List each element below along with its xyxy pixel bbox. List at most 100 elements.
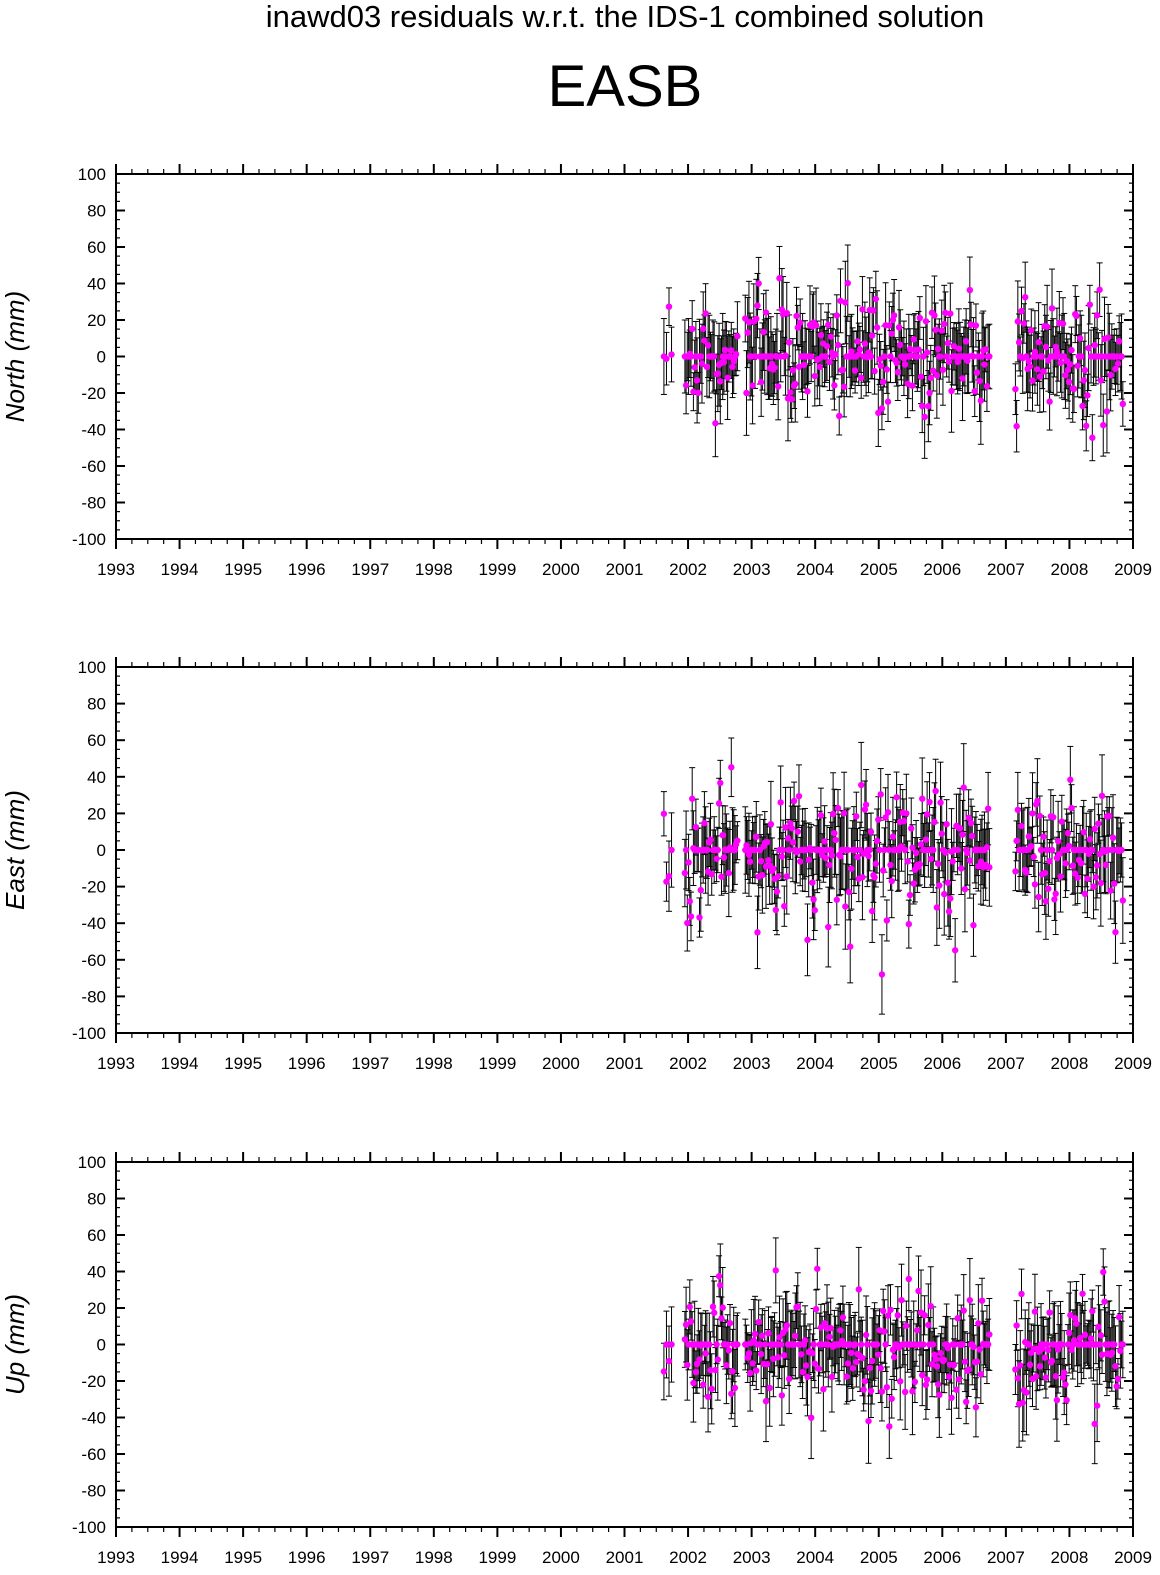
- data-point: [972, 1404, 980, 1411]
- data-point: [825, 1341, 832, 1348]
- data-point: [753, 833, 760, 841]
- data-point: [717, 1281, 724, 1289]
- data-point: [887, 861, 894, 869]
- data-point: [715, 1273, 723, 1280]
- data-point: [784, 835, 792, 842]
- data-point: [912, 849, 920, 857]
- x-tick-label: 1996: [288, 1548, 326, 1567]
- y-axis-label: East (mm): [0, 790, 30, 910]
- data-point: [1021, 293, 1029, 301]
- data-point: [905, 1275, 913, 1283]
- data-point: [834, 804, 842, 812]
- data-point: [1048, 1357, 1056, 1365]
- data-point: [815, 1365, 822, 1372]
- data-point: [858, 781, 865, 789]
- data-point: [1052, 1373, 1059, 1380]
- data-point: [984, 805, 992, 812]
- data-point: [725, 869, 733, 877]
- data-point: [1030, 853, 1037, 861]
- data-point: [933, 372, 941, 379]
- data-point: [937, 353, 944, 360]
- data-point: [928, 1361, 936, 1368]
- data-point: [746, 858, 754, 865]
- data-point: [889, 833, 897, 840]
- data-point: [682, 846, 690, 854]
- x-tick-label: 1995: [224, 560, 262, 579]
- data-point: [1074, 874, 1081, 881]
- data-point: [828, 1373, 836, 1381]
- data-point: [726, 353, 734, 360]
- data-points: [660, 764, 1127, 978]
- data-point: [790, 797, 798, 805]
- data-point: [1089, 434, 1096, 441]
- data-point: [1079, 402, 1086, 410]
- data-point: [688, 325, 696, 333]
- x-tick-label: 2001: [606, 1548, 644, 1567]
- y-tick-label: 40: [87, 275, 106, 294]
- data-point: [1012, 385, 1019, 393]
- y-axis-label: North (mm): [0, 291, 30, 422]
- data-point: [754, 302, 761, 309]
- data-point: [1119, 1341, 1127, 1348]
- data-point: [848, 1349, 855, 1357]
- data-point: [843, 1373, 850, 1380]
- data-point: [827, 846, 834, 854]
- data-point: [825, 923, 832, 931]
- data-point: [881, 846, 888, 854]
- data-point: [945, 358, 953, 365]
- data-point: [1068, 1346, 1075, 1354]
- data-point: [983, 844, 991, 851]
- data-point: [668, 846, 675, 854]
- x-tick-label: 1995: [224, 1054, 262, 1073]
- data-point: [970, 353, 977, 360]
- data-point: [751, 353, 759, 360]
- data-point: [770, 865, 777, 872]
- data-point: [883, 917, 891, 924]
- data-point: [812, 1305, 820, 1313]
- data-point: [920, 1341, 927, 1348]
- data-point: [789, 366, 797, 374]
- data-point: [1091, 825, 1098, 833]
- data-point: [888, 1395, 895, 1402]
- data-point: [1064, 1341, 1072, 1348]
- x-tick-label: 2001: [606, 560, 644, 579]
- y-tick-label: 40: [87, 1263, 106, 1282]
- x-tick-label: 2007: [987, 560, 1025, 579]
- data-point: [1025, 833, 1033, 840]
- data-point: [936, 1391, 943, 1399]
- data-point: [1076, 335, 1084, 342]
- data-point: [1032, 1373, 1040, 1380]
- data-point: [759, 1332, 766, 1339]
- data-point: [969, 832, 976, 840]
- data-point: [778, 1392, 786, 1399]
- data-point: [859, 874, 866, 881]
- data-point: [755, 1318, 762, 1326]
- data-point: [879, 1307, 887, 1315]
- data-point: [833, 312, 840, 319]
- figure-title: inawd03 residuals w.r.t. the IDS-1 combi…: [265, 0, 985, 34]
- chart-north: 1993 1994 1995 1996 1997 1998 1999 2000 2001 2002…: [0, 164, 1152, 579]
- data-point: [783, 1322, 790, 1329]
- data-point: [910, 880, 917, 887]
- data-point: [867, 1387, 875, 1395]
- y-tick-label: 0: [97, 841, 106, 860]
- data-point: [783, 309, 790, 317]
- data-point: [832, 351, 839, 358]
- data-point: [977, 1371, 985, 1378]
- data-point: [1025, 1341, 1033, 1348]
- data-point: [945, 908, 953, 915]
- data-point: [947, 310, 954, 317]
- data-point: [886, 1423, 893, 1430]
- data-point: [1114, 1375, 1122, 1383]
- data-point: [831, 829, 838, 837]
- data-point: [1073, 312, 1080, 320]
- data-point: [828, 852, 836, 859]
- data-point: [970, 1343, 977, 1351]
- data-point: [796, 319, 804, 326]
- data-point: [682, 382, 690, 389]
- data-point: [954, 1315, 961, 1322]
- data-point: [895, 324, 903, 331]
- data-point: [801, 1337, 809, 1344]
- x-tick-label: 1993: [97, 1054, 135, 1073]
- data-point: [1089, 846, 1096, 854]
